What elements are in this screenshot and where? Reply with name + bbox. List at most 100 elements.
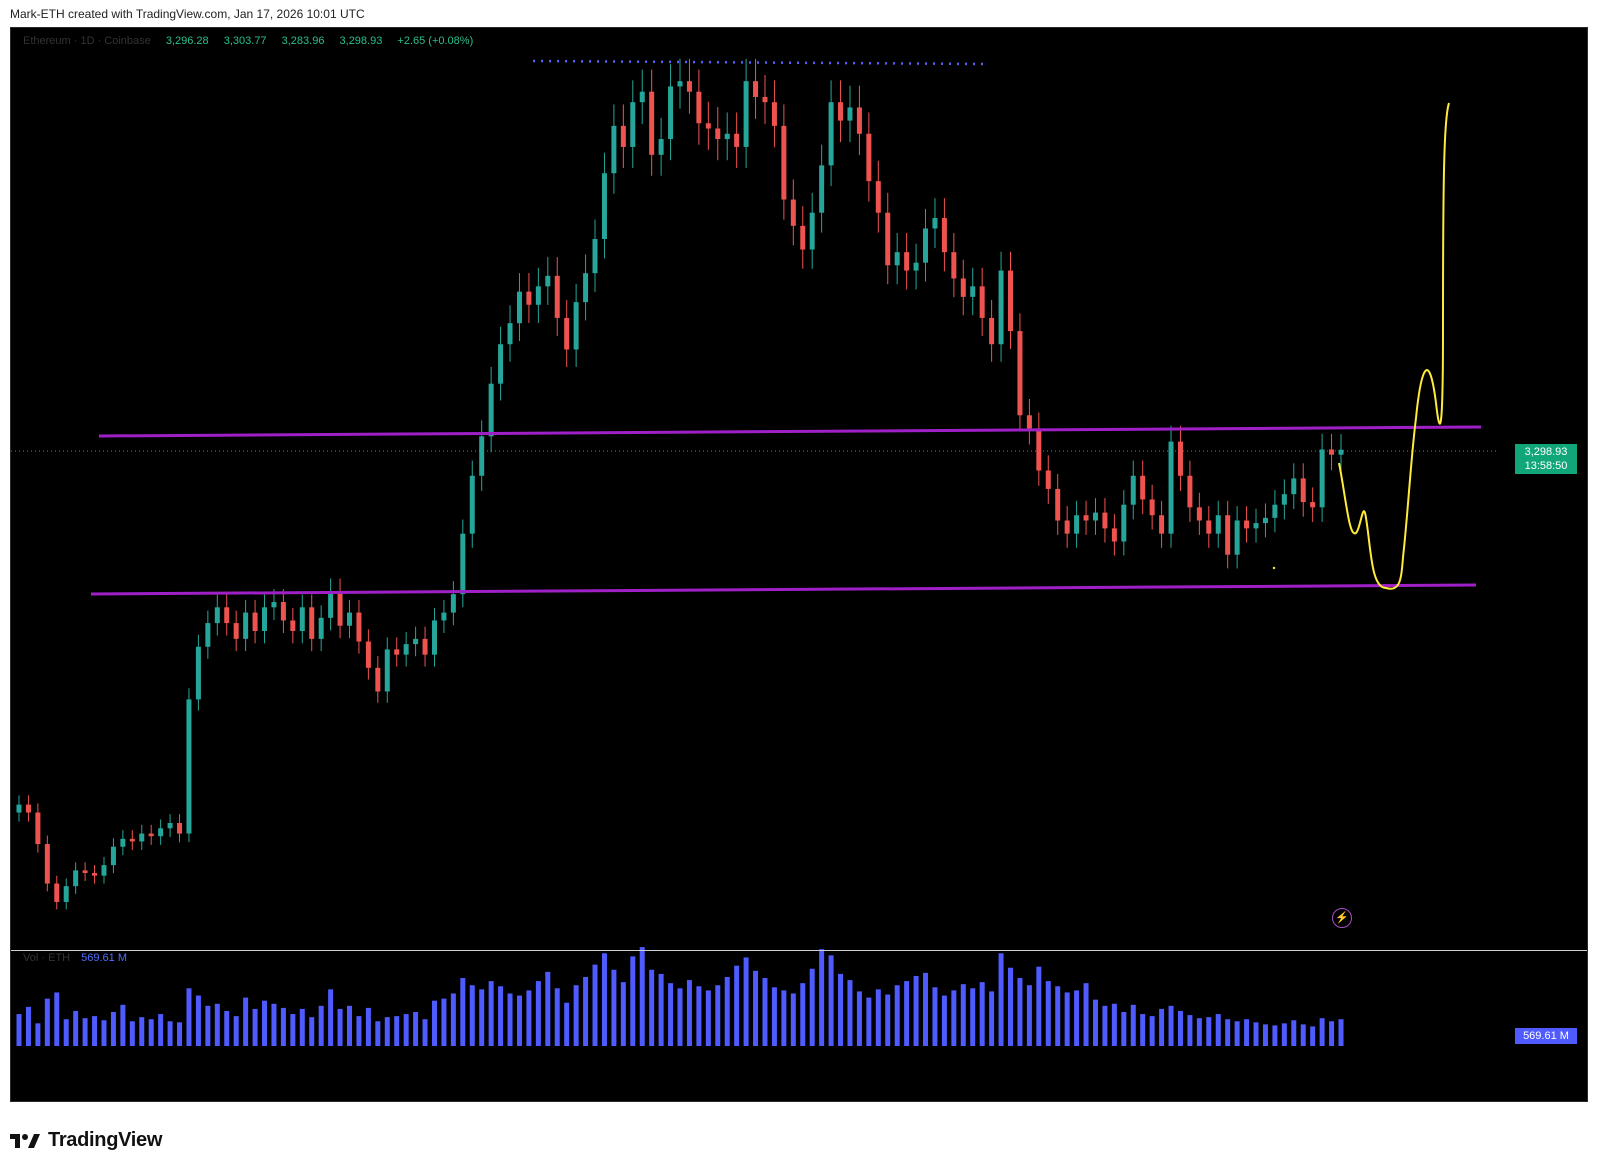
candle-body (894, 252, 900, 266)
candle-body (762, 96, 768, 103)
volume-bar (1319, 1018, 1325, 1046)
volume-bar (120, 1004, 126, 1046)
change-value: +2.65 (+0.08%) (397, 35, 474, 47)
candle-body (337, 591, 343, 626)
candle-body (1026, 415, 1032, 429)
volume-bar (1329, 1021, 1335, 1046)
volume-bar (838, 973, 844, 1046)
volume-bar (526, 990, 532, 1046)
volume-bar (233, 1016, 239, 1046)
volume-bar (894, 985, 900, 1046)
candle-body (1121, 504, 1127, 542)
candle-body (1253, 523, 1259, 529)
volume-bar (856, 991, 862, 1046)
volume-bar (375, 1021, 381, 1046)
chart-area[interactable]: Ethereum · 1D · Coinbase 3,296.28 3,303.… (10, 27, 1588, 1102)
candle-body (469, 475, 475, 534)
volume-bar (819, 949, 825, 1046)
volume-bar (658, 973, 664, 1046)
candle-body (564, 317, 570, 350)
candle-body (526, 291, 532, 305)
candle-body (1017, 331, 1023, 416)
lightning-icon[interactable]: ⚡ (1332, 908, 1352, 928)
candle-body (620, 125, 626, 147)
candle-body (92, 873, 98, 876)
volume-bar (686, 980, 692, 1046)
candle-body (224, 607, 230, 624)
pane-divider[interactable] (11, 950, 1587, 951)
volume-indicator-name[interactable]: Vol · ETH (23, 952, 71, 964)
candle-body (403, 644, 409, 655)
tradingview-logo[interactable]: TradingView (10, 1129, 162, 1152)
volume-bar (205, 1005, 211, 1046)
candle-body (1055, 488, 1061, 521)
volume-bar (1272, 1025, 1278, 1046)
volume-bar (762, 978, 768, 1046)
candle-body (1083, 515, 1089, 521)
volume-bar (535, 981, 541, 1046)
candle-body (299, 607, 305, 631)
candle-body (696, 91, 702, 124)
candle-body (1329, 449, 1335, 455)
volume-bar (431, 1000, 437, 1046)
volume-bar (771, 987, 777, 1046)
volume-bar (1026, 985, 1032, 1046)
volume-bar (620, 982, 626, 1046)
candle-body (573, 302, 579, 350)
candle-body (932, 217, 938, 229)
volume-bar (573, 985, 579, 1046)
candle-body (583, 273, 589, 303)
candle-body (1168, 441, 1174, 534)
candle-body (639, 91, 645, 103)
candle-body (54, 883, 60, 902)
candle-body (394, 649, 400, 655)
candle-body (1310, 502, 1316, 508)
volume-bar (403, 1014, 409, 1046)
volume-bar (516, 995, 522, 1046)
candle-body (970, 286, 976, 297)
volume-bar (16, 1014, 22, 1046)
candle-body (1319, 449, 1325, 508)
candle-body (309, 607, 315, 639)
volume-bar (63, 1019, 69, 1046)
candle-body (611, 125, 617, 174)
volume-bar (413, 1012, 419, 1046)
candle-body (715, 128, 721, 140)
symbol-label[interactable]: Ethereum · 1D · Coinbase (23, 35, 151, 47)
candle-body (271, 602, 277, 608)
volume-bar (715, 985, 721, 1046)
volume-bar (148, 1019, 154, 1046)
volume-bar (365, 1007, 371, 1046)
candle-body (941, 217, 947, 253)
candle-body (734, 133, 740, 147)
tradingview-logo-text: TradingView (48, 1129, 163, 1151)
candle-body (384, 649, 390, 692)
volume-bar (564, 1002, 570, 1046)
candle-body (809, 212, 815, 250)
volume-bar (1130, 1004, 1136, 1046)
candle-body (498, 344, 504, 384)
candle-body (630, 102, 636, 147)
tradingview-logo-icon (10, 1133, 40, 1148)
volume-bar (583, 976, 589, 1046)
candle-body (35, 812, 41, 845)
candle-body (781, 125, 787, 200)
candle-body (82, 870, 88, 874)
volume-bar (195, 995, 201, 1046)
volume-bar (54, 992, 60, 1046)
volume-bar (743, 957, 749, 1046)
candle-body (819, 165, 825, 213)
volume-bar (639, 947, 645, 1046)
volume-bar (1168, 1005, 1174, 1046)
candle-body (1074, 515, 1080, 534)
volume-bar (904, 981, 910, 1046)
volume-bar (753, 970, 759, 1046)
candle-body (422, 638, 428, 655)
volume-bar (1083, 983, 1089, 1046)
volume-bar (1253, 1022, 1259, 1046)
candle-body (233, 623, 239, 639)
candle-body (375, 667, 381, 692)
price-chart-svg[interactable] (11, 28, 1588, 1102)
volume-bar (800, 983, 806, 1046)
candle-body (177, 823, 183, 834)
